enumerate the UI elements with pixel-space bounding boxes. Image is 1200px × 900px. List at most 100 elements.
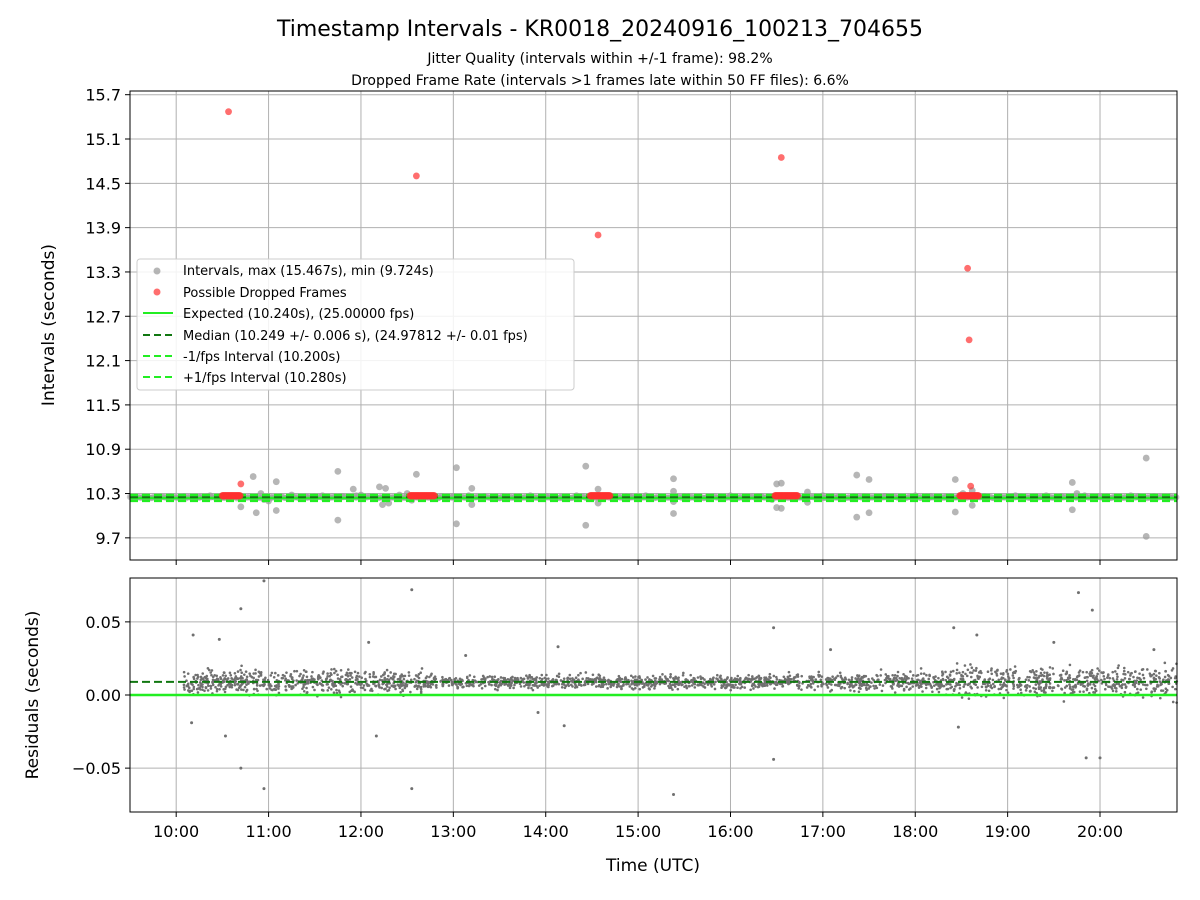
residual-point [590, 683, 594, 686]
residual-point [211, 675, 215, 679]
residual-point [568, 677, 572, 681]
residual-point [630, 679, 633, 683]
residual-point [653, 687, 656, 690]
residual-point [218, 687, 221, 691]
residual-point [1141, 683, 1145, 686]
residual-point [363, 688, 367, 692]
residual-point [345, 677, 348, 681]
residual-point [183, 688, 186, 691]
residual-point [336, 673, 339, 677]
residual-point [1062, 700, 1066, 703]
residual-point [1090, 668, 1094, 672]
residual-point [941, 672, 945, 676]
residual-point [276, 674, 280, 677]
residual-point [924, 683, 928, 687]
residual-point [968, 682, 972, 685]
residual-point [280, 676, 284, 680]
residual-point [997, 687, 1001, 691]
intervals-y-tick-label: 15.1 [85, 130, 121, 149]
residual-point [584, 671, 588, 674]
interval-point [376, 483, 383, 491]
residual-point [808, 675, 811, 678]
residual-point [455, 683, 458, 686]
residual-point [673, 685, 677, 688]
residual-point [240, 664, 243, 668]
residual-point [399, 690, 402, 694]
residual-point [509, 683, 513, 687]
residual-point [239, 607, 243, 611]
residual-point [419, 671, 422, 675]
residual-point [970, 686, 973, 690]
residual-point [1035, 673, 1038, 677]
residual-point [198, 686, 201, 690]
legend-label-median: Median (10.249 +/- 0.006 s), (24.97812 +… [183, 329, 528, 344]
residual-point [726, 676, 729, 679]
residual-point [667, 684, 670, 688]
residual-point [291, 676, 294, 679]
residual-point [618, 685, 622, 688]
dropped-frame-point [964, 264, 971, 272]
residual-point [688, 684, 691, 688]
residual-point [240, 671, 244, 675]
residual-point [1113, 684, 1117, 687]
residual-point [1006, 691, 1010, 694]
interval-point [865, 476, 873, 483]
residual-point [341, 684, 345, 688]
residual-point [1154, 687, 1157, 691]
residual-point [302, 689, 306, 693]
intervals-y-tick-label: 15.7 [85, 86, 121, 105]
residual-point [854, 683, 858, 687]
residual-point [870, 677, 874, 680]
residual-point [1059, 673, 1063, 677]
residual-point [919, 682, 923, 685]
residual-point [739, 686, 742, 690]
residual-point [1013, 665, 1017, 668]
residual-point [233, 672, 237, 675]
residual-point [1133, 685, 1137, 688]
residual-point [949, 670, 953, 674]
residual-point [872, 684, 875, 688]
intervals-panel: 9.7 10.3 10.9 11.5 12.1 12.7 13.3 13.9 14.5 15.1 1… [39, 86, 1180, 565]
residual-point [1129, 672, 1132, 675]
residual-point [934, 675, 937, 678]
residual-point [812, 675, 815, 679]
residual-point [833, 683, 837, 687]
residuals-x-tick-label: 14:00 [523, 822, 569, 841]
residual-point [402, 677, 406, 681]
residual-point [620, 687, 623, 691]
residual-point [969, 675, 973, 679]
residual-point [616, 684, 620, 688]
residual-point [1046, 676, 1049, 680]
residual-point [398, 686, 402, 690]
residual-point [1017, 677, 1021, 680]
residual-point [295, 679, 298, 682]
residual-point [339, 668, 343, 672]
residuals-plot-area [130, 579, 1179, 796]
interval-point [272, 507, 280, 514]
residual-point [322, 689, 325, 692]
residual-point [491, 678, 495, 682]
residual-point [830, 688, 834, 692]
residual-point [182, 670, 186, 674]
residual-point [1063, 679, 1066, 682]
residual-point [1042, 690, 1046, 694]
residual-point [880, 689, 884, 693]
residual-point [1088, 683, 1092, 686]
residual-point [962, 685, 966, 688]
residual-point [302, 683, 306, 686]
residual-point [757, 674, 761, 678]
residual-point [1100, 678, 1103, 682]
residual-point [344, 673, 348, 677]
residual-point [965, 674, 969, 678]
residual-point [1090, 608, 1094, 612]
residual-point [1060, 676, 1063, 680]
residual-point [594, 679, 598, 683]
residual-point [363, 672, 367, 675]
residual-point [223, 671, 226, 674]
residual-point [385, 677, 389, 681]
residual-point [663, 675, 667, 678]
residual-point [917, 686, 921, 689]
residual-point [441, 675, 444, 679]
residual-point [1032, 671, 1036, 674]
